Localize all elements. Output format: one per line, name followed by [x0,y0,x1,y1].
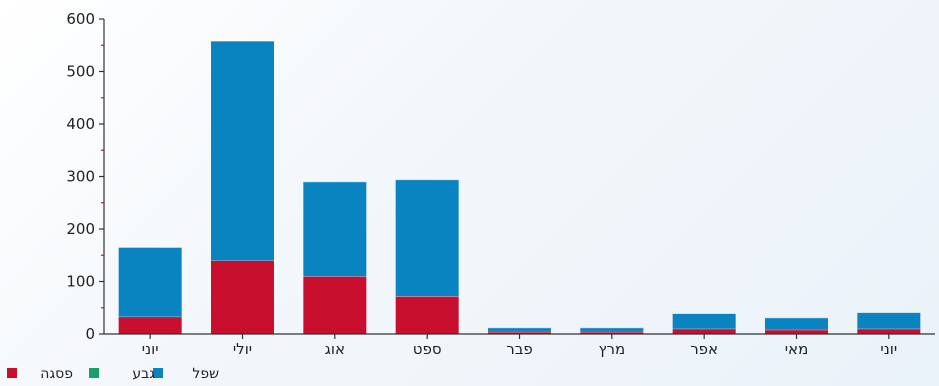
x-category-label: אפר [690,340,718,358]
bar-segment [765,317,828,330]
x-category-label: מאי [785,340,809,358]
y-tick-label: 400 [66,115,95,133]
legend: שפל גבע פסגה [7,366,219,382]
x-category-label: אוג [325,340,345,358]
x-category-label: מרץ [598,340,625,358]
y-tick-label: 600 [66,10,95,28]
legend-label: גבע [132,366,155,382]
y-tick-label: 200 [66,220,95,238]
bar-segment [488,331,551,334]
bar-segment [580,327,644,332]
bar-segment [395,296,459,334]
bar-segment [303,181,367,277]
x-category-label: יוני [142,340,159,358]
y-tick-label: 500 [66,63,95,81]
bar-segment [118,316,182,334]
bars-layer [118,40,921,334]
bar-segment [672,328,736,334]
bar-segment [857,312,921,329]
bar-segment [211,41,274,261]
legend-swatch [7,368,17,378]
x-category-label: יולי [233,340,252,358]
bar-segment [580,331,644,334]
bar-segment [303,276,367,334]
legend-label: פסגה [40,366,73,382]
bar-segment [488,327,551,332]
bar-segment [857,328,921,334]
bar-segment [672,313,736,329]
y-tick-label: 300 [66,168,95,186]
x-category-label: יוני [880,340,897,358]
x-category-label: פבר [506,340,533,358]
bar-segment [765,329,828,334]
bar-segment [211,260,274,334]
x-category-label: ספט [413,340,442,358]
y-tick-label: 0 [85,325,95,343]
legend-label: שפל [192,366,219,382]
y-tick-label: 100 [66,273,95,291]
legend-swatch [89,368,99,378]
bar-segment [395,179,459,297]
legend-swatch [153,368,163,378]
bar-segment [118,247,182,317]
axes-layer: 0 100 200 300 400 500 600 יוני יולי אוג ספט פבר מרץ א… [66,10,935,358]
